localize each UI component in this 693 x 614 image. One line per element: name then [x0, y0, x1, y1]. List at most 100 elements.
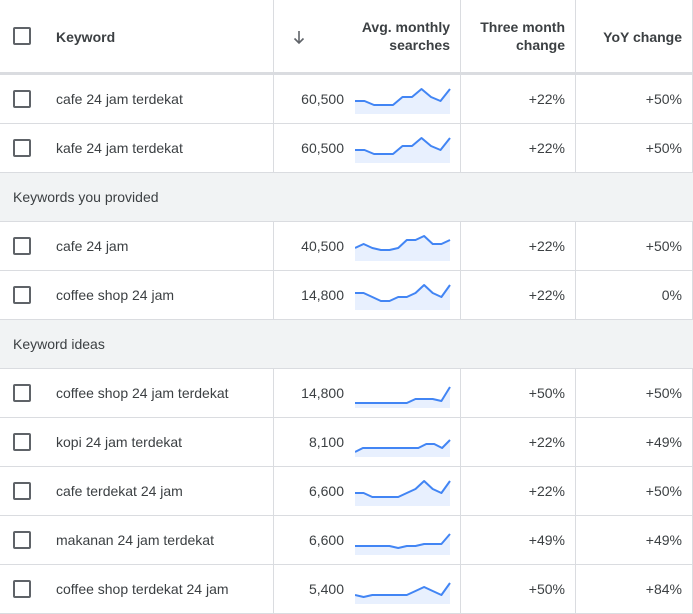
yoy-value: +50% [645, 140, 682, 156]
header-yoy-cell[interactable]: YoY change [577, 0, 693, 72]
table-row[interactable]: cafe terdekat 24 jam 6,600 +22% +50% [0, 467, 693, 516]
avg-searches-value: 60,500 [301, 91, 344, 107]
avg-monthly-searches-header[interactable]: Avg. monthly searches [362, 18, 450, 54]
keyword-text: coffee shop 24 jam [56, 287, 175, 303]
table-header: Keyword Avg. monthly searches Three mont… [0, 0, 693, 75]
avg-searches-value: 8,100 [308, 434, 344, 450]
yoy-cell: +50% [577, 75, 693, 123]
sparkline-area [355, 138, 450, 163]
keyword-cell: makanan 24 jam terdekat [44, 516, 274, 564]
group-header-row: Keywords you provided [0, 173, 693, 222]
row-checkbox[interactable] [13, 482, 31, 500]
row-checkbox[interactable] [13, 384, 31, 402]
keyword-cell: kafe 24 jam terdekat [44, 124, 274, 172]
table-row[interactable]: cafe 24 jam 40,500 +22% +50% [0, 222, 693, 271]
row-checkbox[interactable] [13, 580, 31, 598]
sparkline-line [355, 284, 451, 302]
keyword-column-header[interactable]: Keyword [56, 29, 116, 45]
yoy-cell: 0% [577, 271, 693, 319]
sparkline-area [355, 236, 450, 261]
row-checkbox[interactable] [13, 433, 31, 451]
yoy-change-header[interactable]: YoY change [603, 29, 682, 45]
avg-searches-value: 40,500 [301, 238, 344, 254]
table-row[interactable]: kopi 24 jam terdekat 8,100 +22% +49% [0, 418, 693, 467]
yoy-cell: +50% [577, 369, 693, 417]
table-row[interactable]: coffee shop 24 jam 14,800 +22% 0% [0, 271, 693, 320]
keyword-cell: coffee shop 24 jam terdekat [44, 369, 274, 417]
three-month-cell: +22% [462, 271, 576, 319]
table-row[interactable]: coffee shop terdekat 24 jam 5,400 +50% +84% [0, 565, 693, 614]
avg-searches-cell: 8,100 [275, 418, 461, 466]
header-avg-cell[interactable]: Avg. monthly searches [275, 0, 461, 72]
trend-sparkline[interactable] [355, 380, 451, 408]
avg-header-line2: searches [389, 37, 450, 53]
three-month-cell: +22% [462, 75, 576, 123]
sparkline-line [355, 137, 451, 155]
avg-searches-cell: 6,600 [275, 516, 461, 564]
keyword-text: kopi 24 jam terdekat [56, 434, 183, 450]
three-month-cell: +22% [462, 124, 576, 172]
trend-sparkline[interactable] [355, 429, 451, 457]
yoy-value: +50% [645, 385, 682, 401]
yoy-value: 0% [661, 287, 682, 303]
yoy-value: +84% [645, 581, 682, 597]
avg-searches-value: 6,600 [308, 483, 344, 499]
sparkline-line [355, 88, 451, 106]
three-month-value: +22% [528, 91, 565, 107]
yoy-cell: +50% [577, 124, 693, 172]
three-month-value: +50% [528, 385, 565, 401]
yoy-cell: +49% [577, 418, 693, 466]
yoy-value: +50% [645, 483, 682, 499]
group-label: Keywords you provided [13, 189, 159, 205]
keyword-text: kafe 24 jam terdekat [56, 140, 183, 156]
trend-sparkline[interactable] [355, 282, 451, 310]
avg-searches-cell: 6,600 [275, 467, 461, 515]
table-row[interactable]: coffee shop 24 jam terdekat 14,800 +50% +50… [0, 369, 693, 418]
yoy-value: +50% [645, 91, 682, 107]
trend-sparkline[interactable] [355, 576, 451, 604]
avg-searches-value: 14,800 [301, 385, 344, 401]
trend-sparkline[interactable] [355, 527, 451, 555]
avg-searches-cell: 40,500 [275, 222, 461, 270]
three-month-cell: +22% [462, 467, 576, 515]
trend-sparkline[interactable] [355, 233, 451, 261]
header-keyword-cell[interactable]: Keyword [44, 0, 274, 72]
yoy-value: +50% [645, 238, 682, 254]
sparkline-line [355, 582, 451, 598]
yoy-cell: +49% [577, 516, 693, 564]
sparkline-area [355, 534, 450, 555]
row-checkbox-cell [0, 565, 44, 613]
yoy-cell: +50% [577, 467, 693, 515]
three-month-value: +22% [528, 238, 565, 254]
three-month-value: +22% [528, 434, 565, 450]
yoy-value: +49% [645, 532, 682, 548]
row-checkbox-cell [0, 418, 44, 466]
arrow-down-icon[interactable] [291, 27, 307, 47]
three-month-cell: +50% [462, 565, 576, 613]
trend-sparkline[interactable] [355, 135, 451, 163]
row-checkbox[interactable] [13, 531, 31, 549]
header-three-month-cell[interactable]: Three month change [462, 0, 576, 72]
table-row[interactable]: cafe 24 jam terdekat 60,500 +22% +50% [0, 75, 693, 124]
table-row[interactable]: kafe 24 jam terdekat 60,500 +22% +50% [0, 124, 693, 173]
three-month-cell: +22% [462, 222, 576, 270]
sparkline-area [355, 481, 450, 506]
group-header-row: Keyword ideas [0, 320, 693, 369]
trend-sparkline[interactable] [355, 86, 451, 114]
row-checkbox[interactable] [13, 139, 31, 157]
row-checkbox[interactable] [13, 237, 31, 255]
trend-sparkline[interactable] [355, 478, 451, 506]
table-body: cafe 24 jam terdekat 60,500 +22% +50% kafe 2… [0, 75, 693, 614]
sparkline-line [355, 386, 451, 404]
avg-searches-cell: 5,400 [275, 565, 461, 613]
keyword-cell: cafe 24 jam [44, 222, 274, 270]
sparkline-line [355, 235, 451, 251]
row-checkbox[interactable] [13, 286, 31, 304]
three-month-cell: +50% [462, 369, 576, 417]
row-checkbox[interactable] [13, 90, 31, 108]
sparkline-line [355, 439, 451, 453]
three-month-change-header[interactable]: Three month change [480, 18, 565, 54]
table-row[interactable]: makanan 24 jam terdekat 6,600 +49% +49% [0, 516, 693, 565]
select-all-checkbox[interactable] [13, 27, 31, 45]
